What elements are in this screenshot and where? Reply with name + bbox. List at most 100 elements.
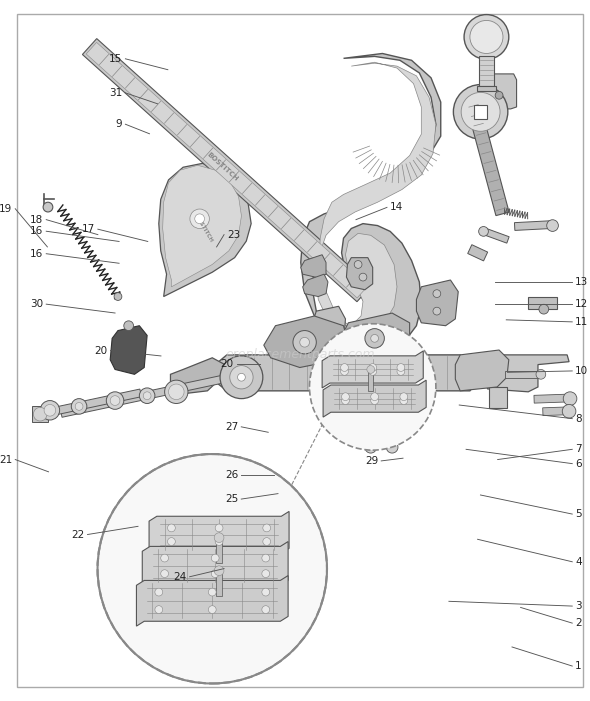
Circle shape — [215, 538, 223, 545]
Circle shape — [536, 369, 546, 379]
Circle shape — [369, 364, 376, 372]
Circle shape — [124, 321, 133, 331]
Polygon shape — [466, 100, 509, 216]
Circle shape — [43, 202, 53, 212]
Circle shape — [263, 524, 271, 532]
Circle shape — [400, 397, 408, 404]
Polygon shape — [343, 313, 409, 362]
Circle shape — [71, 399, 87, 414]
Polygon shape — [322, 351, 423, 388]
Polygon shape — [417, 280, 458, 326]
Polygon shape — [474, 105, 487, 118]
Text: 2: 2 — [575, 618, 582, 628]
Circle shape — [238, 374, 245, 381]
Text: 12: 12 — [575, 299, 588, 309]
Circle shape — [547, 219, 558, 231]
Polygon shape — [346, 258, 373, 290]
Circle shape — [215, 524, 223, 532]
Text: 10: 10 — [575, 366, 588, 376]
Text: ereplacementparts.com: ereplacementparts.com — [225, 348, 375, 362]
Text: 3: 3 — [575, 601, 582, 611]
Polygon shape — [136, 576, 288, 626]
Circle shape — [397, 364, 405, 372]
Polygon shape — [110, 326, 147, 374]
Polygon shape — [543, 407, 568, 416]
Text: 7: 7 — [575, 444, 582, 454]
Polygon shape — [316, 62, 436, 331]
Polygon shape — [216, 540, 222, 563]
Text: 22: 22 — [71, 529, 84, 540]
Circle shape — [230, 365, 253, 389]
Text: 1: 1 — [575, 661, 582, 671]
Circle shape — [214, 566, 224, 576]
Circle shape — [359, 273, 367, 281]
Polygon shape — [468, 245, 488, 261]
Circle shape — [114, 292, 122, 301]
Polygon shape — [368, 372, 373, 391]
Circle shape — [340, 367, 348, 375]
Text: 20: 20 — [94, 346, 107, 355]
Circle shape — [300, 337, 310, 347]
Circle shape — [365, 442, 376, 453]
Circle shape — [208, 588, 216, 596]
Circle shape — [195, 214, 205, 224]
Polygon shape — [159, 163, 251, 297]
Text: 27: 27 — [225, 422, 238, 432]
Text: 23: 23 — [227, 230, 240, 240]
Circle shape — [340, 364, 348, 372]
Text: 16: 16 — [30, 226, 43, 236]
Polygon shape — [303, 274, 328, 297]
Text: 15: 15 — [109, 54, 123, 64]
Text: 14: 14 — [390, 203, 403, 212]
Circle shape — [470, 20, 503, 53]
Polygon shape — [534, 394, 569, 403]
Circle shape — [262, 606, 270, 613]
Circle shape — [143, 392, 151, 400]
Polygon shape — [313, 306, 346, 350]
Circle shape — [539, 304, 549, 314]
Circle shape — [478, 226, 489, 236]
Polygon shape — [301, 254, 326, 278]
Circle shape — [44, 404, 55, 416]
Polygon shape — [489, 387, 507, 409]
Polygon shape — [367, 412, 375, 447]
Text: 29: 29 — [365, 456, 378, 466]
Polygon shape — [264, 316, 348, 367]
Polygon shape — [487, 355, 569, 392]
Polygon shape — [171, 358, 225, 394]
Text: 31: 31 — [109, 88, 123, 98]
Circle shape — [220, 356, 263, 399]
Circle shape — [369, 367, 376, 375]
Circle shape — [155, 606, 163, 613]
Circle shape — [453, 85, 508, 139]
Text: 16: 16 — [30, 249, 43, 259]
Circle shape — [563, 392, 577, 405]
Text: BOSTITCH: BOSTITCH — [194, 214, 214, 243]
Circle shape — [168, 524, 175, 532]
Circle shape — [262, 588, 270, 596]
Circle shape — [461, 93, 500, 131]
Circle shape — [34, 407, 47, 421]
Circle shape — [211, 554, 219, 562]
Circle shape — [371, 397, 379, 404]
Circle shape — [214, 533, 224, 543]
Circle shape — [211, 570, 219, 578]
Text: 21: 21 — [0, 454, 12, 465]
Text: 19: 19 — [0, 204, 12, 214]
Text: 9: 9 — [116, 119, 123, 129]
Polygon shape — [83, 39, 371, 301]
Circle shape — [262, 570, 270, 578]
Text: 13: 13 — [575, 278, 588, 287]
Circle shape — [168, 538, 175, 545]
Circle shape — [139, 388, 155, 404]
Text: 24: 24 — [173, 572, 186, 582]
Polygon shape — [86, 42, 368, 298]
Circle shape — [367, 365, 375, 374]
Circle shape — [160, 554, 169, 562]
Circle shape — [342, 393, 349, 400]
Text: 8: 8 — [575, 414, 582, 423]
Circle shape — [169, 384, 184, 400]
Polygon shape — [60, 370, 247, 417]
Polygon shape — [301, 53, 441, 355]
Circle shape — [371, 334, 379, 342]
